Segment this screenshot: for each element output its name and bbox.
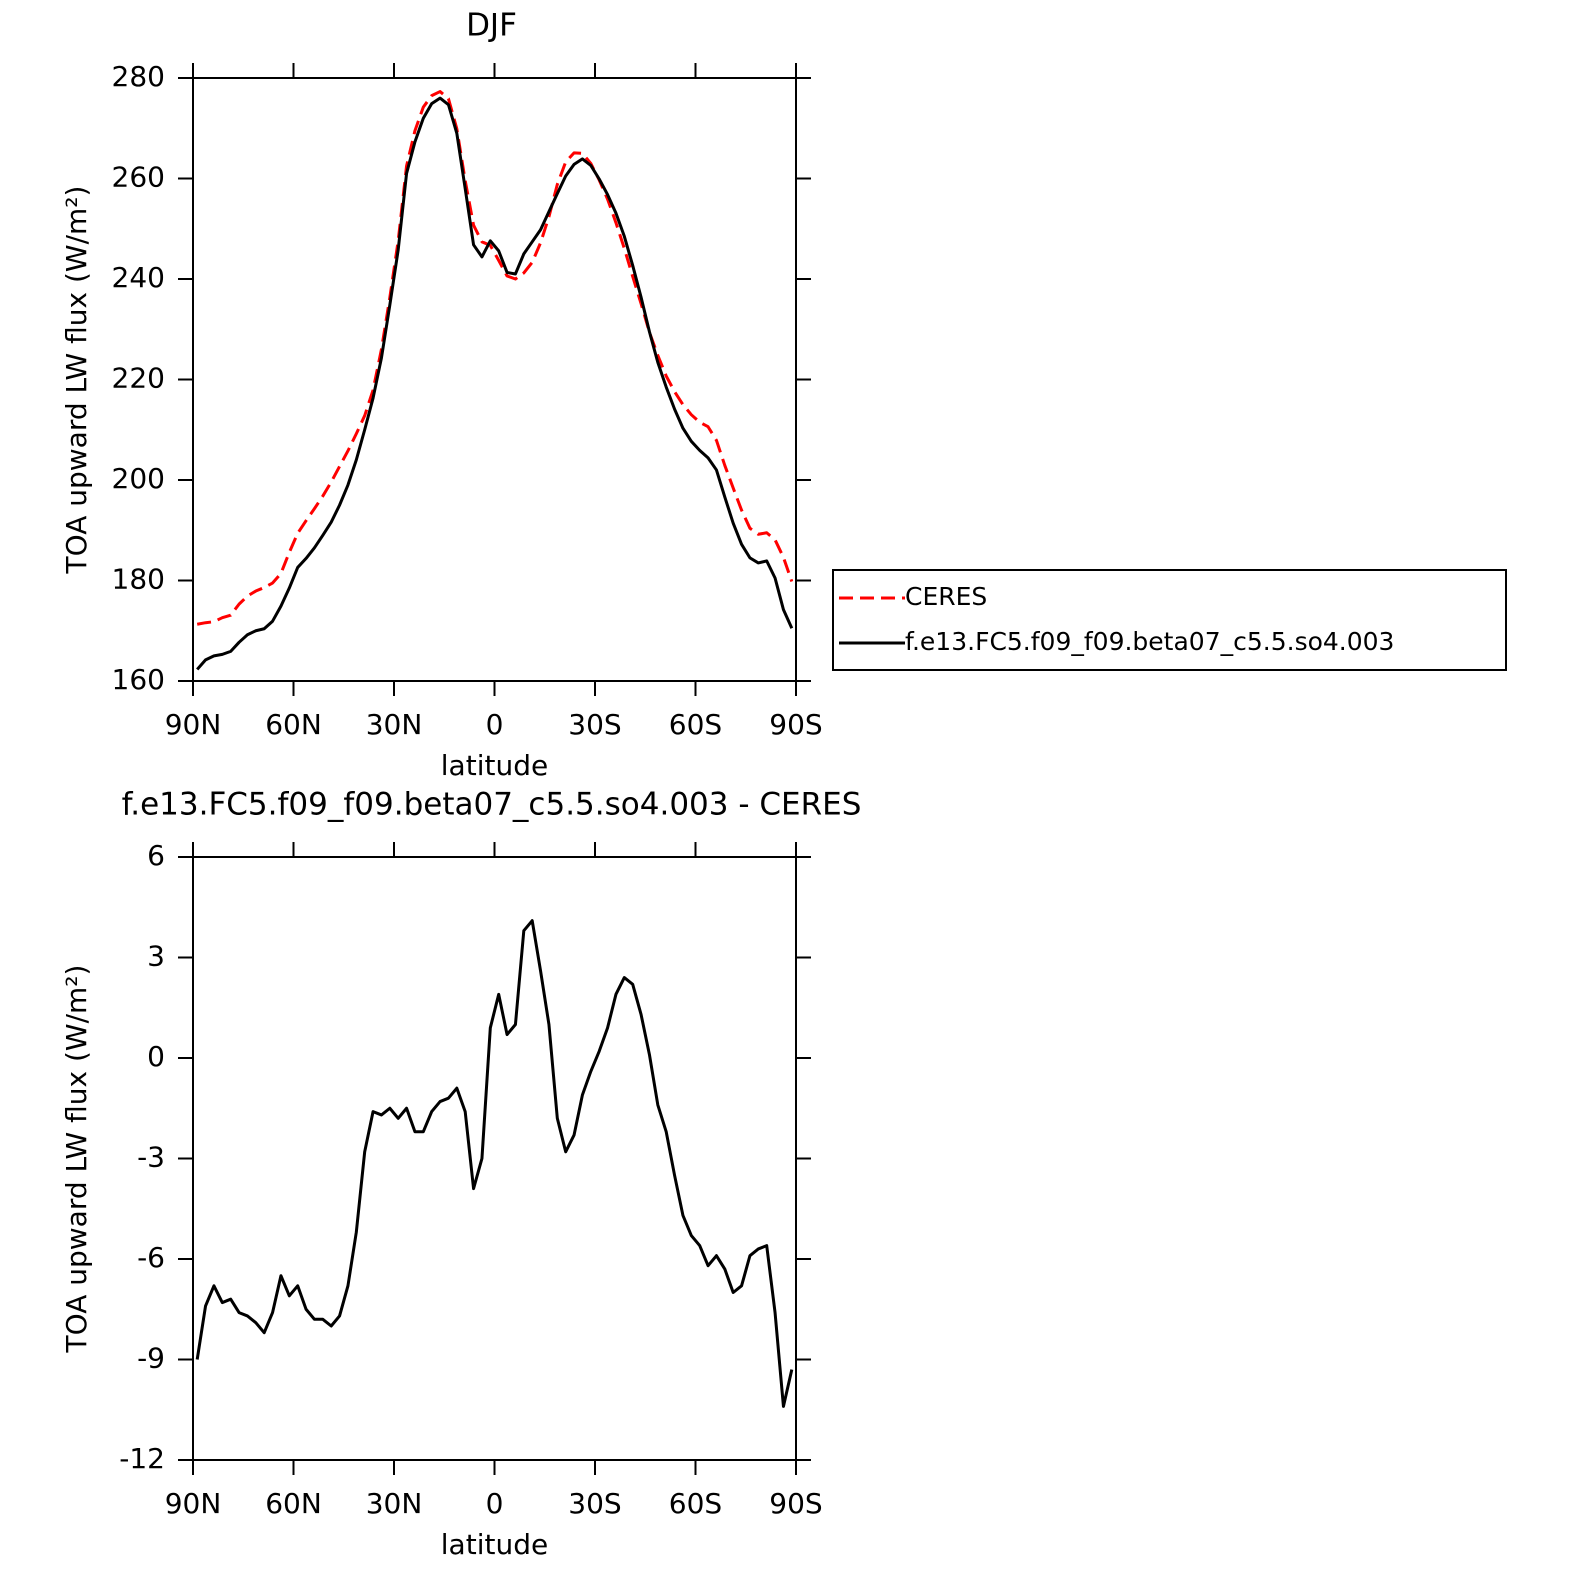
plot-frame bbox=[192, 77, 797, 682]
y-tick-label: 280 bbox=[112, 60, 165, 93]
data-line bbox=[196, 96, 794, 671]
x-tick-label: 0 bbox=[486, 1487, 504, 1520]
x-tick-label: 30S bbox=[568, 708, 621, 741]
x-axis-label: latitude bbox=[441, 749, 548, 782]
y-tick-label: -12 bbox=[119, 1442, 165, 1475]
x-tick-label: 60N bbox=[265, 1487, 322, 1520]
chart-title: f.e13.FC5.f09_f09.beta07_c5.5.so4.003 - … bbox=[122, 787, 862, 823]
y-axis-label: TOA upward LW flux (W/m²) bbox=[60, 965, 93, 1354]
x-tick-label: 90N bbox=[165, 1487, 222, 1520]
legend-box bbox=[832, 569, 1507, 671]
data-line bbox=[196, 90, 794, 626]
x-axis-label: latitude bbox=[441, 1528, 548, 1561]
x-tick-label: 0 bbox=[486, 708, 504, 741]
y-tick-label: 200 bbox=[112, 462, 165, 495]
y-tick-label: 240 bbox=[112, 261, 165, 294]
legend-label: f.e13.FC5.f09_f09.beta07_c5.5.so4.003 bbox=[905, 627, 1394, 656]
y-tick-label: 0 bbox=[147, 1040, 165, 1073]
data-line bbox=[195, 919, 794, 1408]
x-tick-label: 90S bbox=[769, 1487, 822, 1520]
y-tick-label: 6 bbox=[147, 839, 165, 872]
x-tick-label: 30S bbox=[568, 1487, 621, 1520]
x-tick-label: 60N bbox=[265, 708, 322, 741]
x-tick-label: 60S bbox=[669, 1487, 722, 1520]
x-tick-label: 90S bbox=[769, 708, 822, 741]
y-tick-label: -9 bbox=[137, 1342, 165, 1375]
y-tick-label: 220 bbox=[112, 362, 165, 395]
y-tick-label: 160 bbox=[112, 663, 165, 696]
y-tick-label: -6 bbox=[137, 1241, 165, 1274]
x-tick-label: 30N bbox=[366, 708, 423, 741]
y-tick-label: 3 bbox=[147, 940, 165, 973]
x-tick-label: 60S bbox=[669, 708, 722, 741]
y-tick-label: -3 bbox=[137, 1141, 165, 1174]
plot-frame bbox=[192, 856, 797, 1461]
y-tick-label: 180 bbox=[112, 563, 165, 596]
chart-title: DJF bbox=[466, 8, 517, 44]
legend-label: CERES bbox=[905, 582, 987, 611]
x-tick-label: 30N bbox=[366, 1487, 423, 1520]
x-tick-label: 90N bbox=[165, 708, 222, 741]
y-axis-label: TOA upward LW flux (W/m²) bbox=[60, 186, 93, 575]
y-tick-label: 260 bbox=[112, 161, 165, 194]
